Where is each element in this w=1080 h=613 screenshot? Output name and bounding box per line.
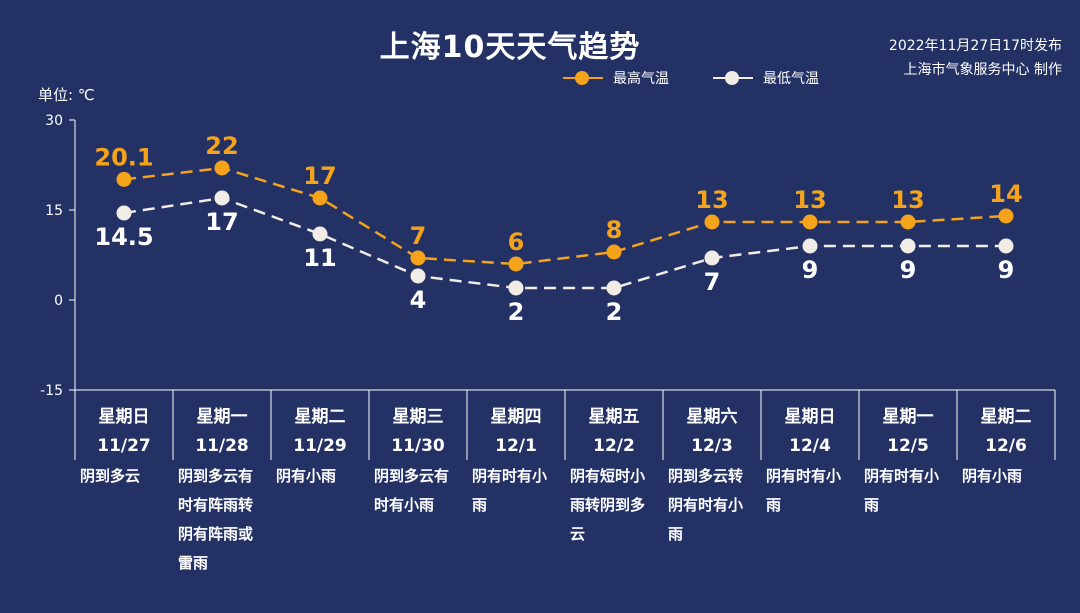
data-label-low: 4 bbox=[410, 286, 427, 314]
data-point-low bbox=[410, 268, 426, 284]
x-tick-date: 12/1 bbox=[495, 436, 537, 456]
y-tick-label: 30 bbox=[45, 113, 63, 129]
data-point-low bbox=[312, 226, 328, 242]
data-label-low: 11 bbox=[303, 244, 336, 272]
weather-description: 阴有时有小雨 bbox=[766, 467, 842, 514]
data-point-low bbox=[900, 238, 916, 254]
data-point-high bbox=[116, 171, 132, 187]
weather-description: 阴到多云有时有小雨 bbox=[374, 467, 450, 514]
weather-description: 阴有时有小雨 bbox=[472, 467, 548, 514]
weather-description: 阴有时有小雨 bbox=[864, 467, 940, 514]
data-point-high bbox=[998, 208, 1014, 224]
data-label-high: 13 bbox=[891, 186, 924, 214]
x-tick-date: 11/30 bbox=[391, 436, 445, 456]
data-label-high: 7 bbox=[410, 222, 427, 250]
data-label-high: 14 bbox=[989, 180, 1022, 208]
chart-title: 上海10天天气趋势 bbox=[379, 30, 641, 65]
data-point-low bbox=[116, 205, 132, 221]
x-tick-weekday: 星期一 bbox=[197, 407, 248, 427]
data-point-high bbox=[312, 190, 328, 206]
weather-description: 阴有小雨 bbox=[962, 467, 1023, 485]
data-label-low: 9 bbox=[900, 256, 917, 284]
y-tick-label: 0 bbox=[54, 293, 63, 309]
weather-description: 阴到多云 bbox=[80, 467, 141, 485]
legend-high: 最高气温 bbox=[563, 68, 669, 88]
data-label-high: 13 bbox=[793, 186, 826, 214]
x-tick-date: 11/27 bbox=[97, 436, 151, 456]
data-point-high bbox=[410, 250, 426, 266]
x-tick-weekday: 星期一 bbox=[883, 407, 934, 427]
x-tick-date: 12/3 bbox=[691, 436, 733, 456]
data-label-low: 9 bbox=[998, 256, 1015, 284]
y-tick-label: -15 bbox=[40, 383, 63, 399]
x-tick-weekday: 星期日 bbox=[99, 407, 150, 427]
issuer: 上海市气象服务中心 制作 bbox=[903, 62, 1062, 78]
x-tick-date: 12/2 bbox=[593, 436, 635, 456]
x-tick-date: 11/28 bbox=[195, 436, 249, 456]
data-label-low: 7 bbox=[704, 268, 721, 296]
series-line-high bbox=[123, 166, 1007, 266]
x-tick-date: 12/5 bbox=[887, 436, 929, 456]
weather-description: 阴有小雨 bbox=[276, 467, 337, 485]
series-line-low bbox=[123, 196, 1006, 290]
x-tick-date: 12/6 bbox=[985, 436, 1027, 456]
data-label-high: 17 bbox=[303, 162, 336, 190]
x-tick-date: 12/4 bbox=[789, 436, 831, 456]
data-point-high bbox=[214, 160, 230, 176]
x-tick-weekday: 星期四 bbox=[491, 407, 542, 427]
data-label-high: 13 bbox=[695, 186, 728, 214]
data-point-low bbox=[214, 190, 230, 206]
data-label-low: 9 bbox=[802, 256, 819, 284]
x-tick-date: 11/29 bbox=[293, 436, 347, 456]
data-label-high: 22 bbox=[205, 132, 238, 160]
x-tick-weekday: 星期日 bbox=[785, 407, 836, 427]
legend-low-label: 最低气温 bbox=[763, 71, 819, 87]
data-point-low bbox=[802, 238, 818, 254]
x-tick-weekday: 星期二 bbox=[981, 407, 1032, 427]
x-tick-weekday: 星期二 bbox=[295, 407, 346, 427]
x-tick-weekday: 星期五 bbox=[589, 407, 640, 427]
data-label-low: 14.5 bbox=[94, 223, 153, 251]
data-label-low: 2 bbox=[606, 298, 623, 326]
data-point-high bbox=[704, 214, 720, 230]
y-tick-label: 15 bbox=[45, 203, 63, 219]
x-tick-weekday: 星期三 bbox=[393, 407, 444, 427]
data-point-high bbox=[900, 214, 916, 230]
issue-date: 2022年11月27日17时发布 bbox=[888, 38, 1062, 54]
data-point-low bbox=[998, 238, 1014, 254]
legend-low-swatch bbox=[713, 71, 753, 85]
data-point-low bbox=[704, 250, 720, 266]
weather-description: 阴到多云有时有阵雨转阴有阵雨或雷雨 bbox=[178, 467, 254, 572]
data-label-low: 2 bbox=[508, 298, 525, 326]
weather-description: 阴有短时小雨转阴到多云 bbox=[570, 467, 646, 543]
unit-label: 单位: ℃ bbox=[38, 86, 95, 104]
legend-high-swatch bbox=[563, 71, 603, 85]
x-tick-weekday: 星期六 bbox=[687, 406, 738, 427]
data-label-high: 8 bbox=[606, 216, 623, 244]
data-label-high: 6 bbox=[508, 228, 525, 256]
data-point-high bbox=[508, 256, 524, 272]
legend-low: 最低气温 bbox=[713, 68, 819, 88]
data-point-low bbox=[606, 280, 622, 296]
issue-info: 2022年11月27日17时发布 上海市气象服务中心 制作 bbox=[889, 34, 1062, 82]
weather-description: 阴到多云转阴有时有小雨 bbox=[668, 467, 744, 543]
legend-high-label: 最高气温 bbox=[613, 71, 669, 87]
data-label-low: 17 bbox=[205, 208, 238, 236]
data-point-low bbox=[508, 280, 524, 296]
data-point-high bbox=[606, 244, 622, 260]
data-label-high: 20.1 bbox=[94, 143, 153, 171]
data-point-high bbox=[802, 214, 818, 230]
